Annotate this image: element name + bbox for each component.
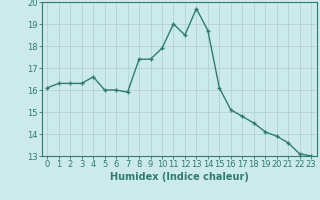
X-axis label: Humidex (Indice chaleur): Humidex (Indice chaleur)	[110, 172, 249, 182]
